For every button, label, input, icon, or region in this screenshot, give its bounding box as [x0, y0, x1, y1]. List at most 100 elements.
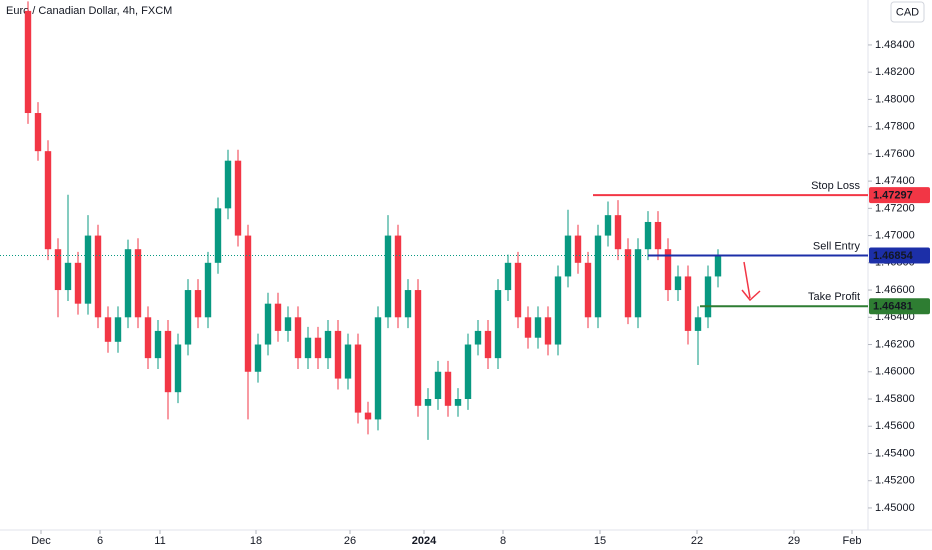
candle-body	[224, 160, 232, 209]
candle-body	[344, 344, 352, 379]
currency-label: CAD	[896, 6, 919, 18]
level-tag-label: 1.47297	[873, 190, 913, 202]
candle-body	[494, 290, 502, 359]
x-tick-label: 2024	[412, 535, 437, 547]
candle-body	[624, 249, 632, 318]
candle-body	[594, 235, 602, 318]
x-tick-label: 26	[344, 535, 356, 547]
candle-body	[314, 337, 322, 359]
candle-body	[604, 215, 612, 236]
candle-body	[114, 317, 122, 342]
candle-body	[354, 344, 362, 413]
candle-body	[564, 235, 572, 277]
candle-body	[634, 249, 642, 318]
candle-body	[144, 317, 152, 359]
candle-body	[654, 221, 662, 250]
candle-body	[544, 317, 552, 345]
candle-body	[514, 262, 522, 318]
x-tick-label: 15	[594, 535, 606, 547]
candle-body	[54, 249, 62, 291]
candle-body	[704, 276, 712, 318]
candle-body	[464, 344, 472, 399]
level-tag	[869, 187, 930, 204]
candle-body	[504, 262, 512, 291]
candle-body	[474, 330, 482, 345]
level-tag	[869, 298, 930, 315]
level-tag-label: 1.46481	[873, 301, 913, 313]
candle-body	[394, 235, 402, 318]
candle-body	[454, 398, 462, 406]
candle-body	[34, 113, 42, 152]
y-tick-label: 1.47600	[875, 148, 915, 160]
down-arrow	[741, 261, 761, 302]
x-tick-label: 6	[97, 535, 103, 547]
candle-body	[64, 262, 72, 291]
candle-body	[614, 215, 622, 250]
x-tick-label: 18	[250, 535, 262, 547]
x-tick-label: Feb	[843, 535, 862, 547]
candle-body	[164, 330, 172, 393]
candle-body	[234, 160, 242, 236]
y-tick-label: 1.45200	[875, 475, 915, 487]
level-label: Take Profit	[808, 291, 860, 303]
x-tick-label: 22	[691, 535, 703, 547]
candle-body	[574, 235, 582, 263]
candle-body	[134, 249, 142, 318]
candle-body	[674, 276, 682, 291]
candle-body	[274, 303, 282, 331]
candle-body	[554, 276, 562, 345]
candle-body	[374, 317, 382, 420]
chart-title: Euro / Canadian Dollar, 4h, FXCM	[6, 5, 172, 17]
candle-body	[44, 151, 52, 250]
level-tag	[869, 247, 930, 264]
y-tick-label: 1.48200	[875, 66, 915, 78]
y-tick-label: 1.45800	[875, 393, 915, 405]
y-tick-label: 1.47800	[875, 121, 915, 133]
currency-button[interactable]	[890, 1, 925, 23]
y-tick-label: 1.46600	[875, 284, 915, 296]
candle-body	[84, 235, 92, 304]
candle-body	[214, 208, 222, 263]
candle-body	[204, 262, 212, 318]
candle-body	[104, 317, 112, 342]
candle-body	[254, 344, 262, 372]
y-tick-label: 1.45000	[875, 502, 915, 514]
level-label: Sell Entry	[813, 240, 861, 252]
candle-body	[24, 10, 32, 114]
candle-body	[684, 276, 692, 331]
candle-body	[304, 337, 312, 359]
candle-body	[584, 262, 592, 318]
y-tick-label: 1.46200	[875, 338, 915, 350]
candle-body	[714, 256, 722, 277]
candle-body	[444, 371, 452, 406]
candle-body	[414, 290, 422, 406]
y-tick-label: 1.47200	[875, 202, 915, 214]
candle-body	[184, 290, 192, 345]
candle-body	[74, 262, 82, 304]
y-tick-label: 1.48000	[875, 93, 915, 105]
candle-body	[644, 221, 652, 250]
candle-body	[294, 317, 302, 359]
x-tick-label: 11	[154, 535, 165, 547]
candle-body	[424, 398, 432, 406]
y-tick-label: 1.45400	[875, 447, 915, 459]
candle-body	[484, 330, 492, 359]
candle-body	[334, 330, 342, 379]
level-label: Stop Loss	[811, 180, 860, 192]
candle-body	[174, 344, 182, 393]
candle-body	[364, 412, 372, 420]
y-tick-label: 1.46000	[875, 366, 915, 378]
candle-body	[524, 317, 532, 338]
candle-body	[264, 303, 272, 345]
x-tick-label: 29	[788, 535, 800, 547]
y-tick-label: 1.47000	[875, 229, 915, 241]
y-tick-label: 1.45600	[875, 420, 915, 432]
x-tick-label: 8	[500, 535, 506, 547]
y-tick-label: 1.47400	[875, 175, 915, 187]
candle-body	[94, 235, 102, 318]
candle-body	[244, 235, 252, 372]
candle-body	[694, 317, 702, 331]
candle-body	[664, 249, 672, 291]
candle-body	[284, 317, 292, 331]
